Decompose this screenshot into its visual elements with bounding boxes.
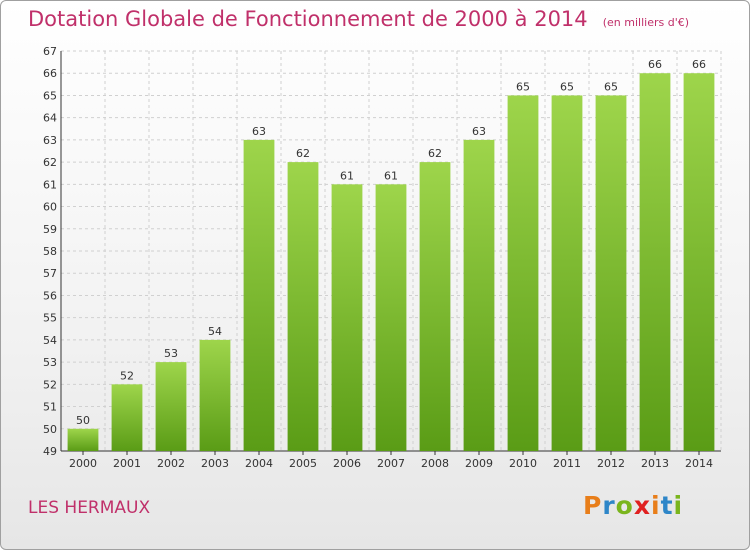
value-label: 65 <box>604 80 618 93</box>
bar <box>287 162 319 451</box>
proxiti-logo[interactable]: Proxiti <box>583 491 683 520</box>
value-label: 66 <box>692 58 706 71</box>
y-tick-label: 65 <box>43 89 57 102</box>
y-tick-label: 57 <box>43 267 57 280</box>
y-tick-label: 54 <box>43 334 57 347</box>
x-tick-label: 2014 <box>685 457 713 470</box>
x-tick-label: 2010 <box>509 457 537 470</box>
logo-letter: P <box>583 491 603 520</box>
x-tick-label: 2001 <box>113 457 141 470</box>
value-label: 63 <box>472 125 486 138</box>
value-labels: 50 52 53 54 63 62 61 61 62 63 65 65 65 66 66 <box>76 58 706 427</box>
chart-title-text: Dotation Globale de Fonctionnement de 20… <box>28 7 588 31</box>
value-label: 65 <box>560 80 574 93</box>
y-tick-label: 62 <box>43 156 57 169</box>
bar <box>683 73 715 451</box>
bar <box>639 73 671 451</box>
chart-unit-note: (en milliers d'€) <box>602 16 690 29</box>
y-tick-label: 66 <box>43 67 57 80</box>
y-tick-label: 55 <box>43 312 57 325</box>
x-tick-label: 2004 <box>245 457 273 470</box>
x-tick-label: 2006 <box>333 457 361 470</box>
y-tick-label: 49 <box>43 445 57 458</box>
logo-letter: t <box>660 491 674 520</box>
y-tick-label: 61 <box>43 178 57 191</box>
logo-letter: r <box>602 491 616 520</box>
y-tick-label: 59 <box>43 223 57 236</box>
bar <box>375 184 407 452</box>
bar <box>67 428 99 451</box>
bar <box>111 384 143 451</box>
bar <box>155 362 187 451</box>
x-tick-label: 2002 <box>157 457 185 470</box>
y-tick-label: 56 <box>43 289 57 302</box>
logo-letter: x <box>633 491 651 520</box>
value-label: 50 <box>76 414 90 427</box>
x-tick-label: 2005 <box>289 457 317 470</box>
chart-title: Dotation Globale de Fonctionnement de 20… <box>28 7 689 31</box>
y-tick-label: 52 <box>43 378 57 391</box>
y-tick-label: 60 <box>43 201 57 214</box>
bar <box>551 95 583 451</box>
value-label: 66 <box>648 58 662 71</box>
value-label: 53 <box>164 347 178 360</box>
logo-letter: i <box>673 491 684 520</box>
x-tick-label: 2008 <box>421 457 449 470</box>
x-tick-label: 2012 <box>597 457 625 470</box>
y-tick-label: 50 <box>43 423 57 436</box>
y-tick-label: 63 <box>43 134 57 147</box>
x-tick-label: 2000 <box>69 457 97 470</box>
x-tick-label: 2003 <box>201 457 229 470</box>
value-label: 65 <box>516 80 530 93</box>
y-tick-label: 64 <box>43 112 57 125</box>
value-label: 61 <box>384 169 398 182</box>
value-label: 62 <box>428 147 442 160</box>
bar <box>331 184 363 452</box>
value-label: 54 <box>208 325 222 338</box>
bars <box>67 73 715 452</box>
x-tick-label: 2013 <box>641 457 669 470</box>
bar <box>507 95 539 451</box>
y-tick-label: 53 <box>43 356 57 369</box>
value-label: 63 <box>252 125 266 138</box>
logo-letter: o <box>615 491 634 520</box>
y-tick-label: 58 <box>43 245 57 258</box>
x-tick-label: 2007 <box>377 457 405 470</box>
y-tick-label: 67 <box>43 45 57 58</box>
y-tick-label: 51 <box>43 401 57 414</box>
commune-name: LES HERMAUX <box>28 498 151 518</box>
x-tick-label: 2009 <box>465 457 493 470</box>
bar <box>595 95 627 451</box>
logo-letter: i <box>651 491 661 520</box>
bar <box>463 139 495 451</box>
bar <box>243 139 275 451</box>
value-label: 52 <box>120 369 134 382</box>
bar <box>419 162 451 451</box>
value-label: 62 <box>296 147 310 160</box>
bar <box>199 339 231 451</box>
value-label: 61 <box>340 169 354 182</box>
x-tick-label: 2011 <box>553 457 581 470</box>
